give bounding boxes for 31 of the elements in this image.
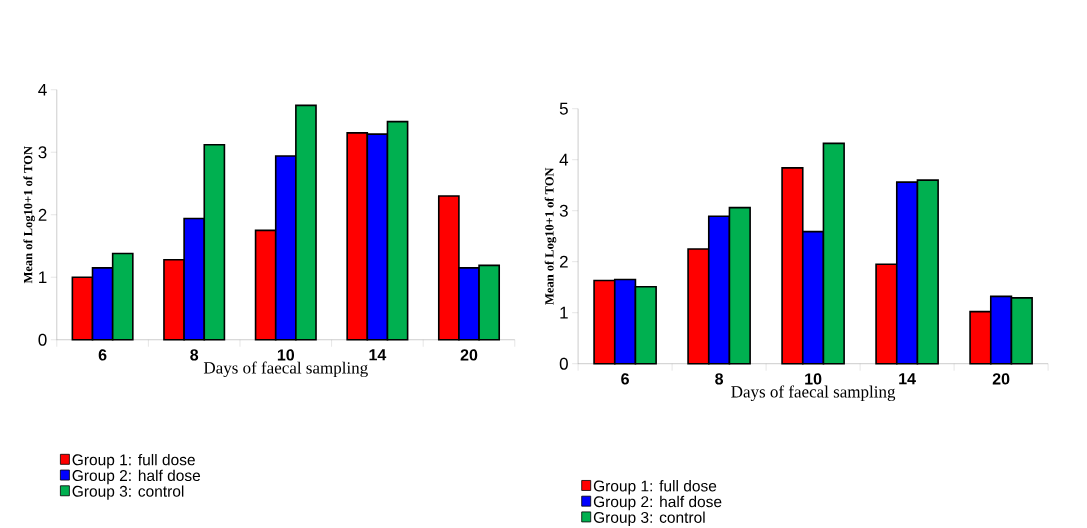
- y-axis-title: Mean of Log10+1 of TON: [544, 167, 557, 305]
- x-axis-title: Days of faecal sampling: [203, 361, 368, 377]
- legend-label: Group 1: full dose: [593, 479, 717, 495]
- x-tick-label: 6: [98, 349, 107, 361]
- x-tick-label: 10: [805, 373, 822, 385]
- y-tick-label: 4: [38, 83, 47, 96]
- y-tick-label: 1: [560, 306, 568, 319]
- legend-label: Group 2: half dose: [593, 495, 722, 511]
- y-tick-label: 3: [38, 146, 47, 159]
- x-tick-label: 14: [899, 373, 916, 385]
- x-tick-label: 10: [277, 349, 295, 361]
- legend-label: Group 2: half dose: [72, 469, 201, 484]
- x-tick-label: 8: [715, 373, 724, 385]
- x-tick-label: 20: [460, 349, 478, 361]
- y-tick-label: 3: [559, 204, 568, 217]
- x-tick-label: 14: [369, 349, 387, 361]
- y-axis-title: Mean of Log10+1 of TON: [23, 146, 35, 284]
- x-tick-label: 6: [621, 373, 629, 385]
- y-tick-label: 2: [38, 208, 47, 221]
- y-tick-label: 1: [39, 271, 47, 283]
- x-tick-label: 20: [992, 373, 1010, 385]
- x-axis-title: Days of faecal sampling: [731, 385, 896, 401]
- y-tick-label: 0: [38, 333, 47, 346]
- legend-label: Group 3: control: [72, 485, 184, 500]
- y-tick-label: 4: [559, 153, 569, 166]
- y-tick-label: 5: [559, 102, 568, 115]
- legend-label: Group 3: control: [593, 511, 705, 526]
- y-tick-label: 0: [559, 357, 568, 370]
- x-tick-label: 8: [190, 349, 199, 361]
- legend-label: Group 1: full dose: [72, 453, 195, 469]
- y-tick-label: 2: [559, 255, 568, 268]
